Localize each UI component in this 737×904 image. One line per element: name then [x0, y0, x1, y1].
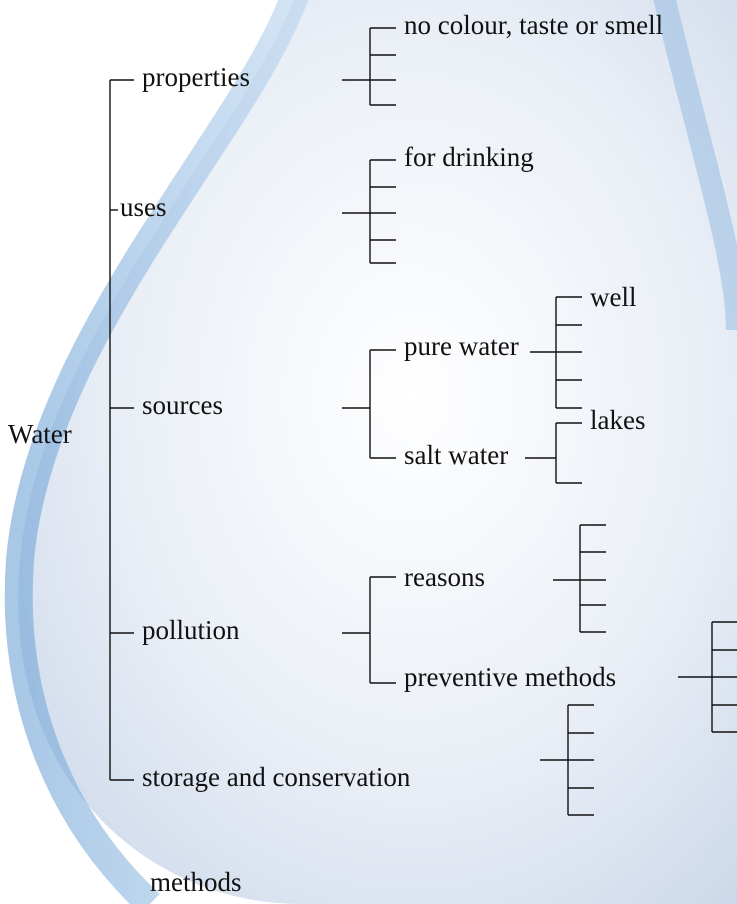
leaf-label: for drinking — [404, 142, 534, 172]
branch-label: pollution — [142, 615, 240, 645]
sub-branch-label: preventive methods — [404, 662, 616, 692]
sub-branch-label: pure water — [404, 331, 519, 361]
branch-label: properties — [142, 62, 250, 92]
leaf-label: lakes — [590, 405, 645, 435]
leaf-label: well — [590, 282, 637, 312]
branch-label: sources — [142, 390, 223, 420]
branch-label: storage and conservation — [142, 762, 411, 792]
sub-branch-label: reasons — [404, 562, 485, 592]
sub-branch-label: salt water — [404, 440, 508, 470]
mind-map: Water properties uses sources pollution … — [0, 0, 737, 904]
branch-label: methods — [150, 867, 242, 897]
root-label: Water — [8, 419, 72, 449]
branch-label: uses — [120, 192, 167, 222]
leaf-label: no colour, taste or smell — [404, 10, 663, 40]
